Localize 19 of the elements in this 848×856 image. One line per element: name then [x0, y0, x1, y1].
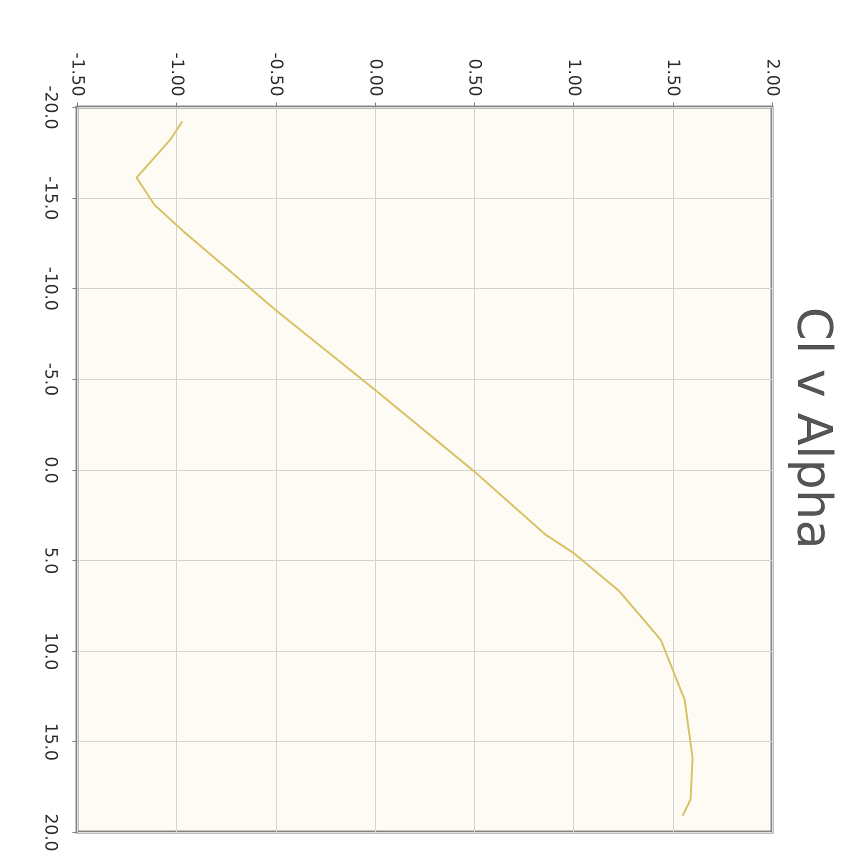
x-tick-label: 2.00 — [762, 58, 782, 96]
y-tick-label: -20.0 — [40, 86, 60, 130]
y-tick-label: 20.0 — [40, 814, 60, 852]
line-series — [136, 120, 694, 817]
y-tick-label: 15.0 — [40, 722, 60, 761]
x-tick-label: -0.50 — [266, 52, 286, 96]
x-tick-label: -1.00 — [166, 52, 187, 96]
y-tick-label: -15.0 — [40, 176, 60, 220]
x-tick-label: 1.50 — [663, 58, 684, 96]
y-tick-label: 5.0 — [40, 547, 60, 574]
x-tick-label: -1.50 — [68, 52, 88, 96]
x-tick-label: 1.00 — [564, 58, 584, 96]
y-tick-label: -10.0 — [40, 266, 60, 311]
text: Cl v Alpha — [786, 307, 842, 550]
x-tick-label: 0.00 — [365, 58, 386, 96]
x-tick-label: 0.50 — [464, 58, 485, 96]
y-tick-label: -5.0 — [40, 362, 60, 396]
y-tick-label: 0.0 — [40, 456, 60, 484]
y-tick-label: 10.0 — [40, 632, 60, 670]
